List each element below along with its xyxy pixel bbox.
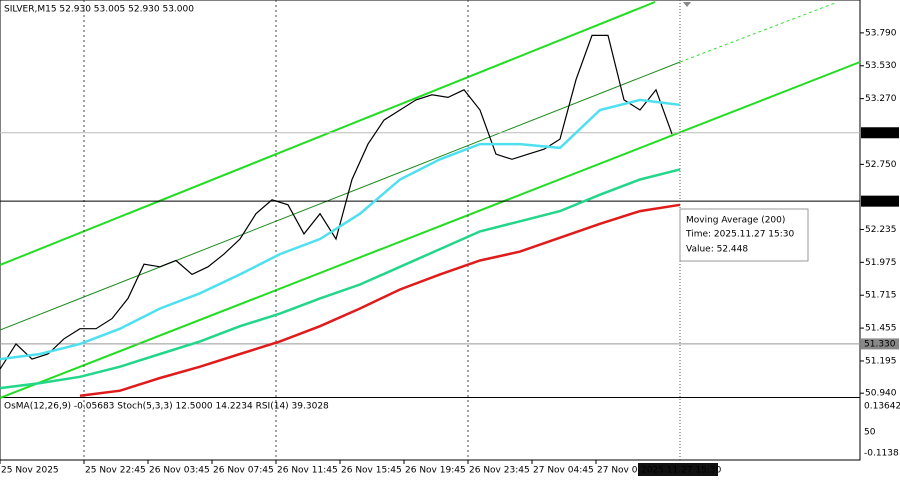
tooltip-box — [679, 208, 809, 262]
series-line — [0, 98, 681, 361]
price-label-box — [861, 338, 899, 350]
x-tick-label: 26 Nov 07:45 — [213, 466, 274, 476]
series-line — [0, 34, 673, 370]
cursor-time-box — [638, 463, 718, 476]
y-tick-label: 52.750 — [865, 160, 897, 170]
y-tick-label: 50.940 — [865, 389, 897, 399]
tooltip-line: Time: 2025.11.27 15:30 — [685, 230, 795, 240]
cursor-time: 2025.11.27 15:30 — [641, 466, 722, 476]
price-label-box — [861, 127, 899, 139]
series-line — [0, 168, 681, 390]
indicator-tick-label: -0.1138 — [864, 449, 899, 459]
x-tick-label: 26 Nov 03:45 — [149, 466, 210, 476]
tooltip: Moving Average (200) Time: 2025.11.27 15… — [679, 208, 809, 262]
tooltip-line: Moving Average (200) — [686, 216, 785, 226]
y-tick-label: 53.790 — [865, 28, 897, 38]
chart-title: SILVER,M15 52.930 53.005 52.930 53.000 — [4, 5, 194, 15]
price-label: 53.000 — [864, 128, 896, 138]
y-tick-label: 52.235 — [865, 225, 897, 235]
y-tick-label: 51.455 — [865, 324, 897, 334]
channel-mid-ext — [679, 2, 836, 63]
channel-mid — [0, 61, 681, 331]
x-tick-label: 26 Nov 19:45 — [405, 466, 466, 476]
y-tick-label: 51.195 — [865, 356, 897, 366]
x-tick-label: 27 Nov 04:45 — [533, 466, 594, 476]
y-tick-label: 53.270 — [865, 94, 897, 104]
x-tick-label: 26 Nov 23:45 — [469, 466, 530, 476]
price-label-box — [861, 195, 899, 207]
shift-marker — [683, 2, 691, 7]
price-label: 51.330 — [864, 339, 896, 349]
channel-lower — [0, 61, 861, 399]
series-line — [79, 203, 681, 397]
y-tick-label: 53.530 — [865, 61, 897, 71]
channel-upper — [0, 1, 656, 266]
indicator-tick-label: 0.13642 — [864, 402, 900, 412]
x-tick-label: 25 Nov 2025 — [1, 466, 59, 476]
x-tick-label: 26 Nov 11:45 — [277, 466, 338, 476]
x-tick-label: 25 Nov 22:45 — [85, 466, 146, 476]
y-tick-label: 51.715 — [865, 291, 897, 301]
indicator-tick-label: 50 — [864, 428, 876, 438]
channel — [0, 1, 861, 399]
x-tick-label: 26 Nov 15:45 — [341, 466, 402, 476]
y-tick-label: 51.975 — [865, 258, 897, 268]
price-label: 52.459 — [864, 197, 896, 207]
tooltip-line: Value: 52.448 — [686, 245, 748, 255]
x-tick-label: 27 Nov 08:45 — [597, 466, 658, 476]
indicator-title: OsMA(12,26,9) -0.05683 Stoch(5,3,3) 12.5… — [4, 402, 329, 412]
